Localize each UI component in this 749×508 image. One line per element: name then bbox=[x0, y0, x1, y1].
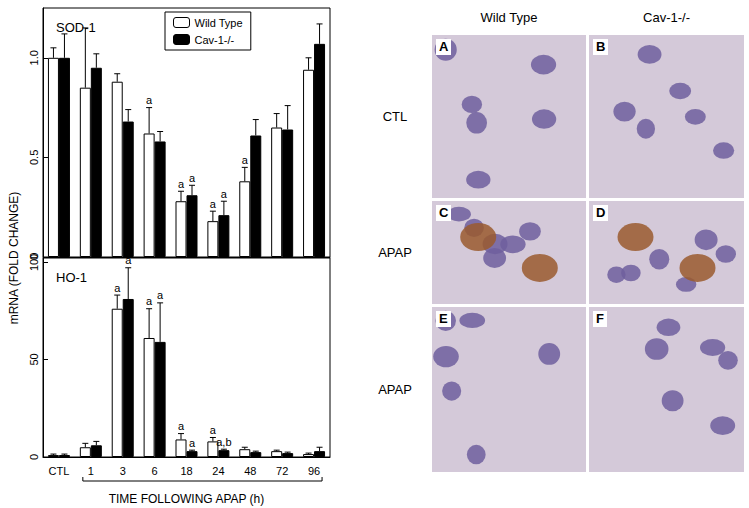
html-text:B: B bbox=[596, 39, 606, 54]
html-text:APAP: APAP bbox=[378, 244, 412, 260]
svg-text:HO-1: HO-1 bbox=[56, 270, 87, 285]
svg-text:a,b: a,b bbox=[216, 436, 231, 448]
html-text:E: E bbox=[439, 311, 448, 326]
svg-text:18: 18 bbox=[180, 465, 192, 477]
svg-text:a: a bbox=[189, 437, 196, 449]
svg-text:a: a bbox=[178, 178, 185, 190]
svg-text:a: a bbox=[221, 188, 228, 200]
html-text:APAP: APAP bbox=[378, 381, 412, 397]
svg-text:a: a bbox=[210, 424, 217, 436]
svg-text:48: 48 bbox=[244, 465, 256, 477]
svg-text:96: 96 bbox=[308, 465, 320, 477]
svg-text:1.0: 1.0 bbox=[28, 50, 40, 65]
svg-text:CTL: CTL bbox=[49, 465, 70, 477]
svg-text:0.5: 0.5 bbox=[28, 150, 40, 165]
svg-text:a: a bbox=[189, 172, 196, 184]
svg-text:24: 24 bbox=[212, 465, 224, 477]
svg-text:a: a bbox=[242, 154, 249, 166]
svg-text:a: a bbox=[114, 282, 121, 294]
svg-text:a: a bbox=[157, 289, 164, 301]
svg-text:mRNA (FOLD CHANGE): mRNA (FOLD CHANGE) bbox=[7, 192, 21, 325]
svg-text:1: 1 bbox=[88, 465, 94, 477]
svg-text:Cav-1-/-: Cav-1-/- bbox=[195, 34, 235, 46]
html-text:A: A bbox=[439, 39, 449, 54]
html-text:CTL: CTL bbox=[382, 108, 408, 124]
svg-text:SOD-1: SOD-1 bbox=[56, 20, 96, 35]
html-text:D: D bbox=[596, 205, 606, 220]
svg-text:a: a bbox=[125, 254, 132, 266]
svg-text:a: a bbox=[178, 420, 185, 432]
html-text:C: C bbox=[439, 205, 449, 220]
svg-text:TIME FOLLOWING APAP (h): TIME FOLLOWING APAP (h) bbox=[109, 492, 265, 506]
svg-text:a: a bbox=[146, 94, 153, 106]
svg-text:50: 50 bbox=[28, 353, 40, 365]
svg-text:a: a bbox=[146, 295, 153, 307]
svg-text:72: 72 bbox=[276, 465, 288, 477]
html-text:Wild Type: Wild Type bbox=[480, 10, 538, 25]
svg-text:6: 6 bbox=[152, 465, 158, 477]
html-text:Cav-1-/-: Cav-1-/- bbox=[643, 10, 690, 25]
svg-text:3: 3 bbox=[120, 465, 126, 477]
svg-text:0: 0 bbox=[28, 454, 40, 460]
svg-text:100: 100 bbox=[28, 253, 40, 271]
svg-text:Wild Type: Wild Type bbox=[195, 17, 243, 29]
svg-text:a: a bbox=[210, 198, 217, 210]
html-text:F: F bbox=[596, 311, 604, 326]
